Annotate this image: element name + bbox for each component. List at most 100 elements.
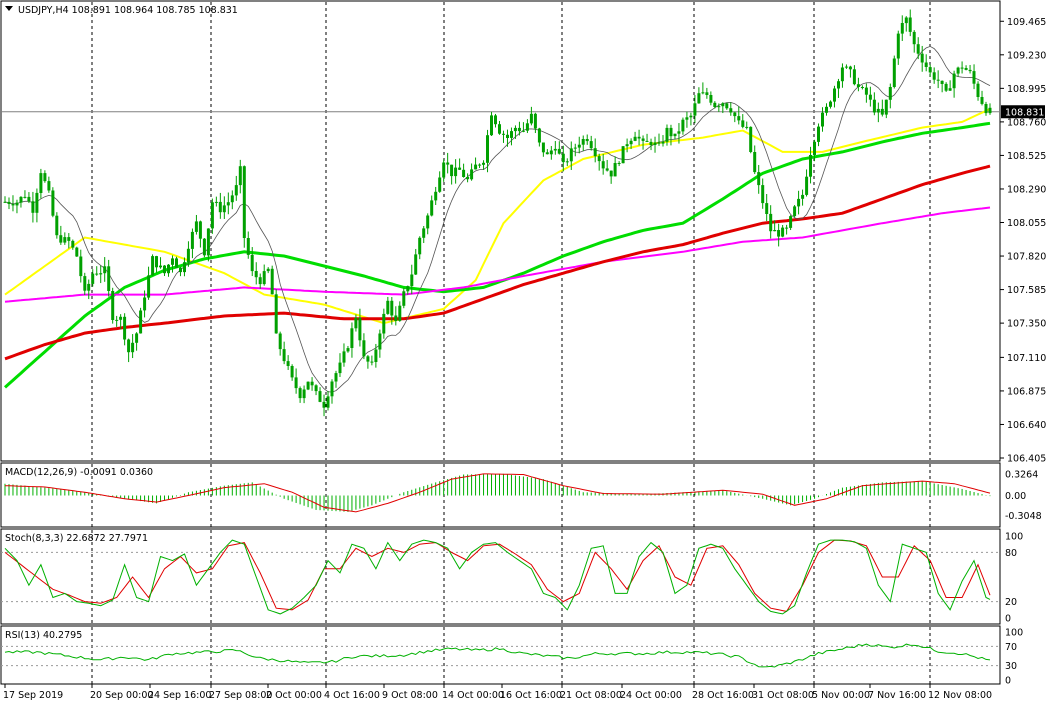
candle-bar <box>641 135 645 150</box>
candle-bar <box>521 122 525 133</box>
candle-bar <box>466 173 470 183</box>
stoch-y-tick-label: 100 <box>1005 532 1023 543</box>
candle-bar <box>322 394 326 417</box>
candle-bar <box>920 45 924 72</box>
candle-bar <box>537 127 541 147</box>
moving-average-line-0 <box>4 108 991 325</box>
candle-bar <box>856 77 860 92</box>
candle-bar <box>645 133 649 143</box>
candle-bar <box>266 267 270 274</box>
candle-bar <box>928 64 932 77</box>
candle-bar <box>888 83 892 109</box>
candle-bar <box>167 264 170 277</box>
candle-bar <box>171 255 174 273</box>
candle-bar <box>617 161 621 167</box>
candle-bar <box>107 259 111 297</box>
candle-bar <box>163 265 166 277</box>
candle-bar <box>486 129 489 173</box>
candle-bar <box>980 90 984 106</box>
candle-bar <box>745 121 749 130</box>
macd-y-tick-label: -0.3048 <box>1005 511 1042 522</box>
y-tick-label: 106.640 <box>1007 420 1046 431</box>
candle-bar <box>151 254 155 276</box>
rsi-label: RSI(13) 40.2795 <box>5 630 82 641</box>
rsi-y-tick-label: 70 <box>1005 642 1017 653</box>
candle-bar <box>15 199 19 214</box>
candle-bar <box>621 146 625 164</box>
candle-bar <box>936 70 940 89</box>
dropdown-triangle-icon[interactable] <box>5 6 13 11</box>
macd-label: MACD(12,26,9) -0.0091 0.0360 <box>5 467 153 478</box>
candle-bar <box>111 287 115 324</box>
candle-bar <box>91 269 95 287</box>
candle-bar <box>202 238 206 258</box>
y-tick-label: 107.820 <box>1007 252 1046 263</box>
candle-bar <box>418 236 422 260</box>
candle-bar <box>318 387 322 403</box>
candle-bar <box>370 355 374 366</box>
candle-bar <box>968 64 972 74</box>
candle-bar <box>801 189 805 206</box>
candle-bar <box>390 297 394 325</box>
time-tick-label: 31 Oct 08:00 <box>752 690 814 701</box>
candle-bar <box>713 101 717 109</box>
y-tick-label: 107.585 <box>1007 285 1046 296</box>
candle-bar <box>482 160 485 170</box>
candle-bar <box>581 135 585 151</box>
candle-bar <box>262 264 266 286</box>
candle-bar <box>725 102 729 110</box>
candle-bar <box>194 214 198 235</box>
candle-bar <box>230 190 234 210</box>
candle-bar <box>330 379 334 404</box>
time-tick-label: 24 Oct 00:00 <box>620 690 682 701</box>
candle-bar <box>976 81 980 101</box>
candle-bar <box>872 92 876 116</box>
rsi-y-tick-label: 30 <box>1005 661 1017 672</box>
time-tick-label: 2 Oct 00:00 <box>266 690 322 701</box>
candle-bar <box>398 301 402 322</box>
candle-bar <box>346 345 350 353</box>
candle-bar <box>721 102 725 114</box>
candle-bar <box>685 111 689 128</box>
candle-bar <box>896 30 900 65</box>
candle-bar <box>757 164 761 194</box>
candle-bar <box>900 15 904 41</box>
rsi-panel: 100 70 30 0 RSI(13) 40.2795 <box>0 625 1023 687</box>
y-tick-label: 108.995 <box>1007 84 1046 95</box>
candle-bar <box>358 308 362 347</box>
candle-bar <box>226 192 230 215</box>
candle-bar <box>761 178 765 209</box>
candle-bar <box>183 257 186 277</box>
candle-bar <box>956 66 960 77</box>
macd-panel: 0.3264 0.00 -0.3048 MACD(12,26,9) -0.0091 … <box>0 462 1042 528</box>
candle-bar <box>805 169 809 197</box>
candle-bar <box>781 224 785 238</box>
candle-bar <box>95 266 99 276</box>
candle-bar <box>302 385 306 404</box>
candle-bar <box>613 156 617 177</box>
candle-bar <box>741 114 745 129</box>
candle-bar <box>67 233 71 249</box>
candle-bar <box>693 94 697 124</box>
candle-bar <box>960 61 964 74</box>
stoch-k-line <box>4 539 991 615</box>
y-tick-label: 108.290 <box>1007 184 1046 195</box>
candle-bar <box>135 332 139 351</box>
candle-bar <box>222 196 226 219</box>
candle-bar <box>529 106 533 126</box>
candle-bar <box>119 314 123 330</box>
candle-bar <box>932 67 936 84</box>
candle-bar <box>43 170 47 183</box>
candle-bar <box>557 141 561 155</box>
candle-bar <box>625 138 629 153</box>
candle-bar <box>334 370 338 388</box>
y-tick-label: 108.760 <box>1007 117 1046 128</box>
candle-bar <box>446 152 450 174</box>
candle-bar <box>669 124 673 146</box>
candle-bar <box>7 197 11 210</box>
candle-bar <box>510 127 513 146</box>
candle-bar <box>988 103 992 115</box>
candle-bar <box>99 265 103 284</box>
candle-bar <box>629 138 633 149</box>
